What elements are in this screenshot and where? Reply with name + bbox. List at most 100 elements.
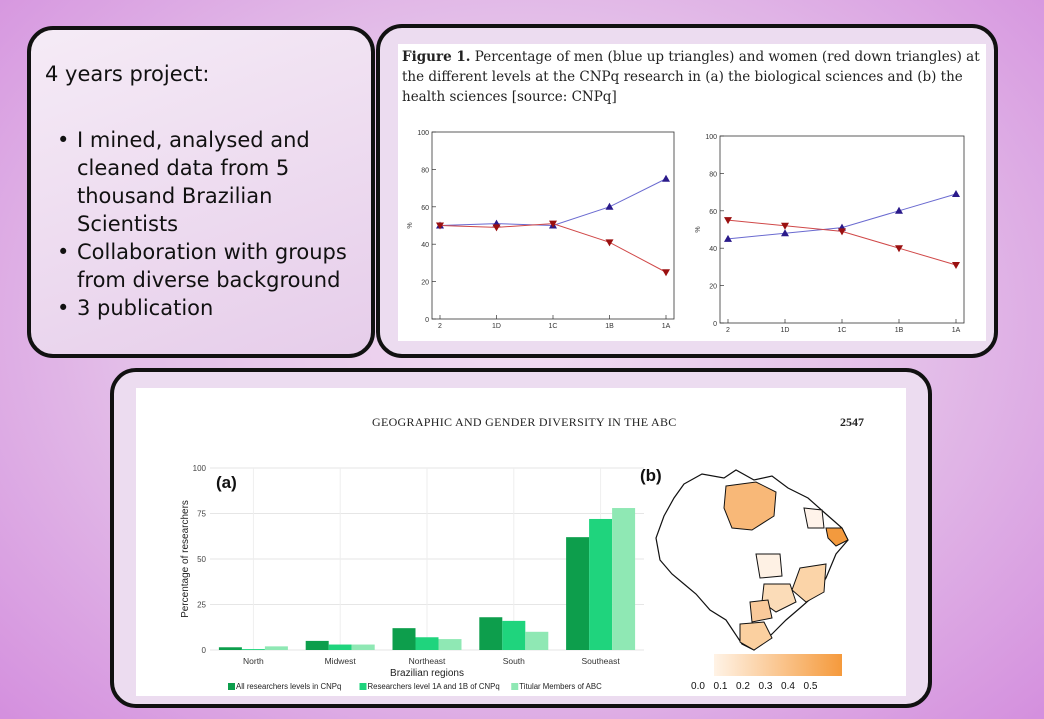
scale-label: 0.0 bbox=[691, 681, 705, 692]
x-tick-label: 1B bbox=[605, 323, 614, 330]
y-tick-label: 60 bbox=[709, 209, 717, 216]
point-women bbox=[781, 222, 789, 230]
scale-bar bbox=[714, 654, 842, 676]
y-tick-label: 20 bbox=[421, 280, 429, 287]
point-women bbox=[662, 269, 670, 277]
x-tick-label: 1B bbox=[895, 327, 904, 334]
figure1-line-charts: 0 20 40 60 80 100 2 1D 1C 1B 1A% 0 20 40 60 80 100 2 1D 1C 1… bbox=[407, 130, 965, 334]
bar bbox=[479, 617, 503, 650]
bar bbox=[328, 644, 352, 650]
bar bbox=[305, 640, 329, 650]
bullet-item: I mined, analysed and cleaned data from … bbox=[47, 126, 367, 238]
y-tick-label: 40 bbox=[421, 242, 429, 249]
point-men bbox=[605, 202, 614, 210]
y-tick-label: 0 bbox=[425, 317, 429, 324]
bar bbox=[589, 518, 613, 650]
y-axis-label: Percentage of researchers bbox=[180, 500, 191, 618]
y-tick-label: 0 bbox=[202, 646, 207, 655]
bar bbox=[525, 631, 549, 650]
project-title: 4 years project: bbox=[45, 62, 210, 86]
x-tick-label: 1C bbox=[549, 323, 558, 330]
x-axis-label: Brazilian regions bbox=[390, 668, 464, 679]
y-axis-label: % bbox=[695, 226, 702, 232]
y-tick-label: 75 bbox=[197, 510, 206, 519]
panel-b-label: (b) bbox=[640, 466, 662, 485]
brazil-outline bbox=[655, 469, 849, 651]
y-tick-label: 100 bbox=[193, 464, 207, 473]
running-head: GEOGRAPHIC AND GENDER DIVERSITY IN THE A… bbox=[372, 415, 677, 429]
x-tick-label: North bbox=[243, 656, 264, 666]
line-chart-panel-a: 0 20 40 60 80 100 2 1D 1C 1B 1A% bbox=[407, 130, 675, 330]
legend-swatch bbox=[228, 683, 235, 690]
state-bahia-area bbox=[791, 563, 827, 603]
legend: All researchers levels in CNPq Researcher… bbox=[228, 682, 602, 691]
bar bbox=[612, 508, 636, 650]
page-number: 2547 bbox=[840, 415, 864, 429]
y-axis-label: % bbox=[407, 222, 414, 228]
point-men bbox=[724, 234, 732, 242]
legend-label: Researchers level 1A and 1B of CNPq bbox=[368, 682, 500, 691]
bar bbox=[502, 620, 526, 650]
y-tick-label: 25 bbox=[197, 601, 206, 610]
point-women bbox=[549, 220, 557, 228]
x-tick-label: Southeast bbox=[581, 656, 620, 666]
point-women bbox=[436, 222, 444, 230]
legend-swatch bbox=[359, 683, 367, 690]
point-women bbox=[838, 228, 846, 236]
y-tick-label: 100 bbox=[417, 130, 429, 137]
state-ceara-area bbox=[803, 507, 825, 529]
point-men bbox=[895, 206, 903, 214]
y-tick-label: 20 bbox=[709, 284, 717, 291]
x-tick-label: 1A bbox=[952, 327, 961, 334]
y-tick-label: 100 bbox=[705, 134, 717, 141]
scale-label: 0.1 bbox=[714, 681, 728, 692]
point-women bbox=[895, 245, 903, 253]
x-tick-label: 2 bbox=[438, 323, 442, 330]
point-men bbox=[781, 229, 789, 237]
brazil-map bbox=[655, 469, 849, 651]
x-tick-label: 1A bbox=[662, 323, 671, 330]
point-men bbox=[952, 189, 960, 197]
x-tick-label: 2 bbox=[726, 327, 730, 334]
state-south-area bbox=[739, 621, 773, 651]
figure2-panel: GEOGRAPHIC AND GENDER DIVERSITY IN THE A… bbox=[136, 388, 906, 696]
series-line-men bbox=[439, 178, 667, 227]
scale-label: 0.3 bbox=[759, 681, 773, 692]
bar bbox=[438, 639, 462, 650]
x-tick-label: South bbox=[503, 656, 525, 666]
x-tick-label: Midwest bbox=[325, 656, 357, 666]
x-tick-label: Northeast bbox=[409, 656, 446, 666]
caption-text: Percentage of men (blue up triangles) an… bbox=[402, 49, 980, 105]
bar bbox=[241, 649, 265, 650]
legend-swatch bbox=[511, 683, 519, 690]
x-tick-label: 1D bbox=[492, 323, 501, 330]
figure2-card: GEOGRAPHIC AND GENDER DIVERSITY IN THE A… bbox=[110, 368, 932, 708]
caption-label: Figure 1. bbox=[402, 49, 471, 65]
x-tick-label: 1C bbox=[838, 327, 847, 334]
bar bbox=[566, 537, 590, 650]
y-tick-label: 80 bbox=[709, 171, 717, 178]
figure1-panel: Figure 1. Percentage of men (blue up tri… bbox=[398, 44, 986, 341]
point-women bbox=[952, 262, 960, 270]
point-men bbox=[662, 174, 670, 182]
point-women bbox=[724, 217, 732, 225]
legend-label: Titular Members of ABC bbox=[519, 682, 602, 691]
figure1-card: Figure 1. Percentage of men (blue up tri… bbox=[376, 24, 998, 358]
figure2-bar-chart-and-map: 0 25 50 75 100 North Midwest Northeast South Sout… bbox=[180, 464, 849, 692]
bar bbox=[218, 647, 242, 650]
figure1-caption: Figure 1. Percentage of men (blue up tri… bbox=[402, 47, 982, 107]
scale-label: 0.2 bbox=[736, 681, 750, 692]
panel-a-label: (a) bbox=[216, 473, 237, 492]
state-minas-area bbox=[761, 583, 797, 613]
point-women bbox=[492, 224, 501, 232]
series-line-women bbox=[439, 223, 667, 273]
map-color-scale: 0.0 0.1 0.2 0.3 0.4 0.5 bbox=[691, 654, 842, 692]
state-northeast-coast bbox=[825, 527, 849, 547]
y-tick-label: 0 bbox=[713, 321, 717, 328]
bar-chart: 0 25 50 75 100 North Midwest Northeast South Sout… bbox=[180, 464, 644, 691]
bar bbox=[264, 646, 288, 650]
bar bbox=[415, 637, 439, 650]
legend-label: All researchers levels in CNPq bbox=[236, 682, 341, 691]
y-tick-label: 50 bbox=[197, 555, 206, 564]
line-chart-panel-b: 0 20 40 60 80 100 2 1D 1C 1B 1A% bbox=[695, 134, 965, 334]
